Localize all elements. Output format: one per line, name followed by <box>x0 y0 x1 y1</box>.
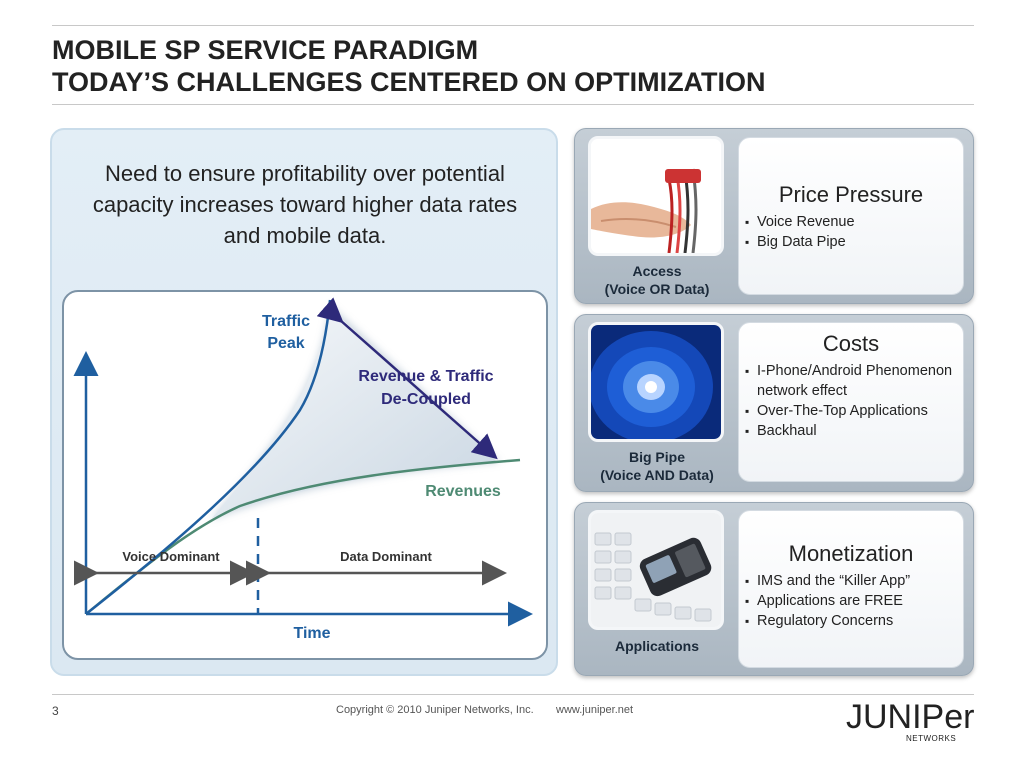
time-label: Time <box>293 625 330 642</box>
traffic-peak-label-1: Traffic <box>262 313 310 330</box>
data-dominant-label: Data Dominant <box>340 549 432 564</box>
bullet-item: Big Data Pipe <box>745 232 957 252</box>
access-label: Access (Voice OR Data) <box>584 262 730 298</box>
bullet-item: Regulatory Concerns <box>745 611 957 631</box>
footer-divider <box>52 694 974 695</box>
decoupled-arrow <box>316 297 498 460</box>
bullet-item: Voice Revenue <box>745 212 957 232</box>
voice-dominant-label: Voice Dominant <box>122 549 220 564</box>
bullet-item: Backhaul <box>745 421 957 441</box>
traffic-peak-label-2: Peak <box>267 335 304 352</box>
hand-cables-image <box>588 136 724 256</box>
bullet-item: IMS and the “Killer App” <box>745 571 957 591</box>
title-divider <box>52 104 974 105</box>
title-line-2: TODAY’S CHALLENGES CENTERED ON OPTIMIZAT… <box>52 67 766 97</box>
monetization-card: Monetization IMS and the “Killer App” Ap… <box>738 510 964 668</box>
decoupled-label-2: De-Coupled <box>381 391 471 408</box>
access-label-line-2: (Voice OR Data) <box>604 281 710 297</box>
top-divider <box>52 25 974 26</box>
page-number: 3 <box>52 704 59 718</box>
juniper-logo: JUNIPer <box>846 698 975 736</box>
bullet-item: I-Phone/Android Phenomenon network effec… <box>745 361 957 401</box>
website-link[interactable]: www.juniper.net <box>556 704 634 716</box>
big-pipe-label: Big Pipe (Voice AND Data) <box>584 448 730 484</box>
monetization-title: Monetization <box>788 541 914 566</box>
applications-label-line-1: Applications <box>614 638 699 654</box>
data-tunnel-image <box>588 322 724 442</box>
bullet-item: Over-The-Top Applications <box>745 401 957 421</box>
bullet-item: Applications are FREE <box>745 591 957 611</box>
price-pressure-card: Price Pressure Voice Revenue Big Data Pi… <box>738 137 964 295</box>
access-label-line-1: Access <box>632 263 682 279</box>
big-pipe-label-line-2: (Voice AND Data) <box>600 467 714 483</box>
phone-keyboard-image <box>588 510 724 630</box>
copyright-text: Copyright © 2010 Juniper Networks, Inc. <box>336 704 534 716</box>
juniper-logo-subtext: NETWORKS <box>906 734 957 743</box>
intro-text: Need to ensure profitability over potent… <box>92 161 518 248</box>
price-pressure-bullets: Voice Revenue Big Data Pipe <box>739 212 963 252</box>
slide-title: MOBILE SP SERVICE PARADIGM TODAY’S CHALL… <box>52 34 982 98</box>
costs-title: Costs <box>822 331 880 356</box>
monetization-bullets: IMS and the “Killer App” Applications ar… <box>739 571 963 631</box>
title-line-1: MOBILE SP SERVICE PARADIGM <box>52 35 479 65</box>
costs-card: Costs I-Phone/Android Phenomenon network… <box>738 322 964 482</box>
price-pressure-title: Price Pressure <box>778 182 924 207</box>
costs-bullets: I-Phone/Android Phenomenon network effec… <box>739 361 963 441</box>
decoupled-label-1: Revenue & Traffic <box>358 368 493 385</box>
applications-label: Applications <box>584 637 730 655</box>
big-pipe-label-line-1: Big Pipe <box>628 449 685 465</box>
revenues-label: Revenues <box>425 483 501 500</box>
